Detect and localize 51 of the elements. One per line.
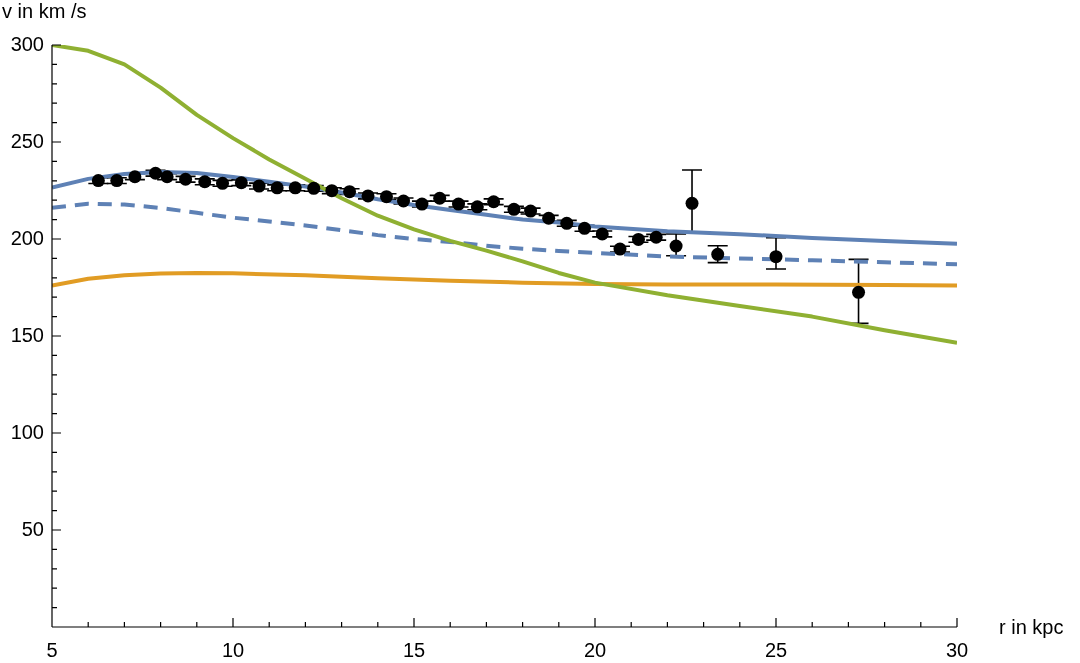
point [128, 170, 142, 184]
point [361, 189, 375, 203]
point [397, 194, 410, 208]
point [270, 181, 284, 195]
point [198, 175, 212, 189]
x-tick-label: 10 [221, 638, 245, 661]
x-tick-label: 5 [46, 638, 58, 661]
point [234, 176, 248, 190]
line-series [52, 201, 957, 267]
x-tick-label: 15 [402, 638, 426, 661]
point [769, 250, 783, 264]
point [524, 204, 538, 218]
point [470, 200, 484, 214]
point [415, 197, 429, 211]
point [91, 174, 105, 188]
point [595, 227, 609, 241]
y-axis-title: v in km /s [2, 0, 87, 22]
point [542, 211, 556, 225]
point [852, 285, 866, 299]
y-tick-label: 150 [10, 323, 44, 346]
point [325, 184, 339, 198]
y-tick-label: 100 [10, 420, 44, 443]
y-tick-label: 250 [10, 129, 44, 152]
point [288, 181, 302, 195]
point [487, 195, 501, 209]
point [216, 176, 229, 190]
point [433, 191, 447, 205]
point [379, 190, 393, 204]
point [613, 242, 627, 256]
x-tick-label: 25 [764, 638, 788, 661]
point [343, 185, 357, 199]
point [252, 179, 266, 193]
point [149, 166, 163, 180]
point [669, 239, 683, 253]
point [649, 230, 663, 244]
point [507, 202, 521, 216]
x-tick-label: 30 [945, 638, 969, 661]
point [631, 232, 645, 246]
point [578, 221, 591, 235]
point [452, 197, 466, 211]
point [160, 170, 174, 184]
point [179, 172, 193, 186]
x-tick-label: 20 [583, 638, 607, 661]
y-tick-label: 50 [21, 517, 44, 540]
y-tick-label: 300 [10, 32, 44, 55]
y-tick-label: 200 [10, 226, 44, 249]
point [110, 174, 124, 188]
point [307, 181, 321, 195]
x-axis-title: r in kpc [999, 615, 1064, 638]
point [560, 216, 574, 230]
point [685, 196, 699, 210]
